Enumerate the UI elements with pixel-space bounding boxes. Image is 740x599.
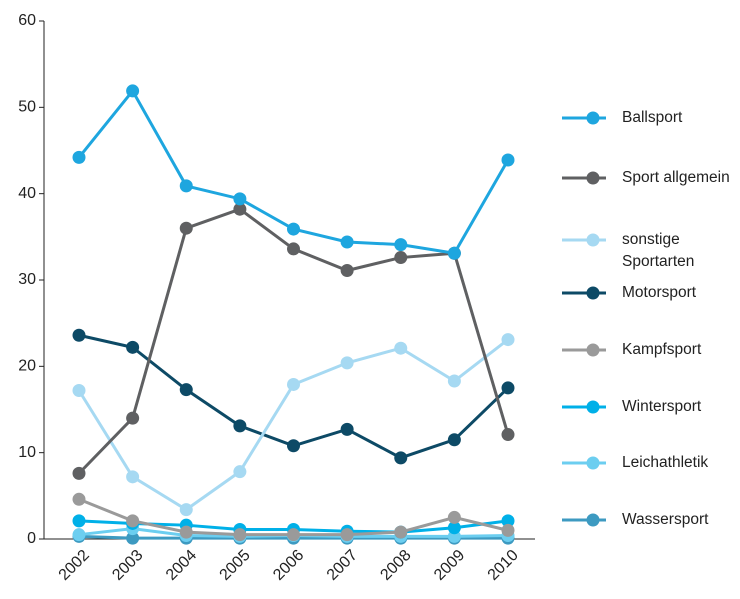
y-tick-label: 20 — [18, 358, 36, 375]
legend-marker — [586, 400, 600, 414]
data-point — [340, 264, 354, 278]
data-point — [340, 422, 354, 436]
data-point — [72, 514, 86, 528]
data-point — [287, 439, 300, 453]
data-point — [501, 333, 515, 347]
data-point — [233, 528, 247, 542]
y-tick-label: 0 — [27, 530, 36, 547]
legend-label: sonstige Sportarten — [622, 231, 695, 270]
data-point — [340, 235, 354, 249]
data-point — [394, 341, 408, 355]
data-point — [126, 531, 140, 545]
data-point — [72, 384, 86, 398]
legend-label: Wassersport — [622, 511, 709, 528]
data-point — [72, 528, 86, 542]
data-point — [287, 222, 300, 236]
x-tick-label: 2009 — [431, 547, 468, 584]
data-point — [447, 433, 461, 447]
x-tick-label: 2005 — [216, 547, 253, 584]
data-point — [340, 356, 354, 370]
data-point — [233, 202, 247, 216]
data-point — [126, 84, 140, 98]
y-tick-label: 50 — [18, 99, 36, 116]
data-point — [233, 419, 247, 433]
data-point — [447, 521, 461, 535]
legend-label: Wintersport — [622, 398, 702, 415]
legend-label: Kampfsport — [622, 341, 702, 358]
data-point — [126, 411, 140, 425]
series-line — [77, 338, 509, 512]
legend-marker — [586, 171, 600, 185]
data-point — [72, 328, 86, 342]
data-point — [394, 238, 408, 252]
data-point — [72, 492, 86, 506]
data-point — [233, 465, 247, 479]
legend-marker — [586, 456, 600, 470]
data-point — [287, 528, 300, 542]
legend-marker — [586, 286, 600, 300]
y-tick-label: 60 — [18, 12, 36, 29]
x-tick-label: 2003 — [109, 547, 146, 584]
data-point — [179, 383, 193, 397]
data-point — [501, 428, 515, 442]
data-point — [179, 525, 193, 539]
legend-label: Ballsport — [622, 109, 683, 126]
x-tick-label: 2004 — [163, 547, 200, 584]
data-point — [287, 377, 300, 391]
data-point — [287, 242, 300, 256]
data-point — [447, 246, 461, 260]
legend-label: Motorsport — [622, 284, 697, 301]
legend-label: Sport allgemein — [622, 169, 730, 186]
x-tick-label: 2006 — [270, 547, 307, 584]
data-point — [179, 179, 193, 193]
legend-label: Leichathletik — [622, 454, 709, 471]
data-point — [394, 251, 408, 265]
data-point — [394, 525, 408, 539]
data-point — [233, 192, 247, 206]
x-tick-label: 2008 — [377, 547, 414, 584]
data-point — [126, 514, 140, 528]
data-point — [447, 510, 461, 524]
data-point — [447, 374, 461, 388]
data-point — [394, 451, 408, 465]
data-point — [179, 221, 193, 235]
data-point — [501, 381, 515, 395]
data-point — [72, 466, 86, 480]
data-point — [126, 340, 140, 354]
y-tick-label: 40 — [18, 185, 36, 202]
legend-marker — [586, 513, 600, 527]
data-point — [72, 150, 86, 164]
x-tick-label: 2007 — [324, 547, 361, 584]
data-point — [340, 528, 354, 542]
data-point — [126, 470, 140, 484]
legend-marker — [586, 111, 600, 125]
y-tick-label: 10 — [18, 444, 36, 461]
legend-marker — [586, 343, 600, 357]
data-point — [501, 514, 515, 528]
x-tick-label: 2002 — [56, 547, 93, 584]
data-point — [179, 503, 193, 517]
legend-marker — [586, 233, 600, 247]
data-point — [501, 153, 515, 167]
x-tick-label: 2010 — [485, 547, 522, 584]
y-tick-label: 30 — [18, 271, 36, 288]
data-point — [501, 523, 515, 537]
